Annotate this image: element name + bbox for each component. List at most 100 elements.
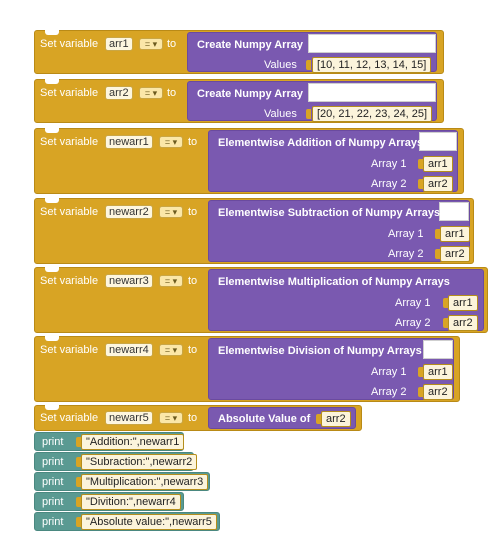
variable-name-field[interactable]: newarr4 (105, 343, 153, 357)
empty-slot (308, 34, 436, 53)
input-connector (76, 497, 81, 507)
print-keyword: print (42, 496, 64, 508)
elementwise-addition-block[interactable]: Elementwise Addition of Numpy Arrays Arr… (208, 130, 458, 192)
print-block[interactable]: print "Subraction:",newarr2 (34, 452, 198, 471)
value-input[interactable]: arr2 (321, 411, 351, 427)
variable-name-field[interactable]: newarr2 (105, 205, 153, 219)
operator-dropdown[interactable]: = ▾ (159, 412, 183, 424)
print-keyword: print (42, 476, 64, 488)
array2-input[interactable]: arr2 (423, 384, 453, 400)
empty-slot (439, 202, 469, 221)
input-label: Array 1 (388, 228, 424, 240)
operator-dropdown[interactable]: = ▾ (159, 275, 183, 287)
print-argument[interactable]: "Multiplication:",newarr3 (81, 474, 209, 490)
set-variable-block[interactable]: Set variable newarr3 = ▾ to Elementwise … (34, 267, 488, 333)
variable-name-field[interactable]: arr2 (105, 86, 133, 100)
set-variable-block[interactable]: Set variable newarr4 = ▾ to Elementwise … (34, 336, 460, 402)
function-label: Elementwise Multiplication of Numpy Arra… (218, 276, 450, 288)
print-keyword: print (42, 516, 64, 528)
print-keyword: print (42, 456, 64, 468)
to-keyword: to (167, 38, 177, 50)
set-variable-keyword: Set variable (40, 136, 99, 148)
function-label: Create Numpy Array (197, 39, 303, 51)
print-block[interactable]: print "Multiplication:",newarr3 (34, 472, 210, 491)
function-label: Elementwise Addition of Numpy Arrays (218, 137, 424, 149)
input-connector (306, 109, 311, 119)
array2-input[interactable]: arr2 (423, 176, 453, 192)
print-block[interactable]: print "Absolute value:",newarr5 (34, 512, 220, 531)
input-label: Array 2 (371, 178, 407, 190)
set-variable-block[interactable]: Set variable arr1 = ▾ to Create Numpy Ar… (34, 30, 444, 74)
elementwise-subtraction-block[interactable]: Elementwise Subtraction of Numpy Arrays … (208, 200, 470, 262)
input-connector (418, 179, 423, 189)
to-keyword: to (188, 412, 198, 424)
set-variable-keyword: Set variable (40, 275, 99, 287)
set-variable-keyword: Set variable (40, 87, 99, 99)
absolute-value-block[interactable]: Absolute Value of arr2 (208, 407, 356, 429)
input-label: Values (264, 59, 297, 71)
variable-name-field[interactable]: arr1 (105, 37, 133, 51)
operator-dropdown[interactable]: = ▾ (139, 38, 163, 50)
input-connector (418, 387, 423, 397)
operator-dropdown[interactable]: = ▾ (159, 344, 183, 356)
values-input[interactable]: [10, 11, 12, 13, 14, 15] (312, 57, 432, 73)
input-label: Array 1 (371, 366, 407, 378)
operator-dropdown[interactable]: = ▾ (159, 136, 183, 148)
input-label: Array 2 (371, 386, 407, 398)
print-argument[interactable]: "Subraction:",newarr2 (81, 454, 198, 470)
elementwise-division-block[interactable]: Elementwise Division of Numpy Arrays Arr… (208, 338, 454, 400)
to-keyword: to (188, 275, 198, 287)
elementwise-multiplication-block[interactable]: Elementwise Multiplication of Numpy Arra… (208, 269, 484, 331)
variable-name-field[interactable]: newarr1 (105, 135, 153, 149)
input-connector (76, 517, 81, 527)
input-connector (306, 60, 311, 70)
input-connector (418, 367, 423, 377)
print-argument[interactable]: "Absolute value:",newarr5 (81, 514, 217, 530)
array1-input[interactable]: arr1 (423, 364, 453, 380)
input-connector (76, 477, 81, 487)
array1-input[interactable]: arr1 (448, 295, 478, 311)
print-block[interactable]: print "Divition:",newarr4 (34, 492, 184, 511)
set-variable-block[interactable]: Set variable newarr2 = ▾ to Elementwise … (34, 198, 474, 264)
print-argument[interactable]: "Addition:",newarr1 (81, 434, 185, 450)
array1-input[interactable]: arr1 (440, 226, 470, 242)
create-numpy-array-block[interactable]: Create Numpy Array Values [20, 21, 22, 2… (187, 81, 437, 122)
array2-input[interactable]: arr2 (448, 315, 478, 331)
function-label: Elementwise Division of Numpy Arrays (218, 345, 422, 357)
function-label: Absolute Value of (218, 413, 311, 425)
set-variable-block[interactable]: Set variable arr2 = ▾ to Create Numpy Ar… (34, 79, 444, 123)
print-keyword: print (42, 436, 64, 448)
operator-dropdown[interactable]: = ▾ (159, 206, 183, 218)
input-connector (76, 437, 81, 447)
input-connector (443, 298, 448, 308)
print-block[interactable]: print "Addition:",newarr1 (34, 432, 185, 451)
input-connector (435, 249, 440, 259)
to-keyword: to (167, 87, 177, 99)
create-numpy-array-block[interactable]: Create Numpy Array Values [10, 11, 12, 1… (187, 32, 437, 73)
input-label: Values (264, 108, 297, 120)
empty-slot (308, 83, 436, 102)
set-variable-keyword: Set variable (40, 206, 99, 218)
empty-slot (419, 132, 457, 151)
empty-slot (423, 340, 453, 359)
to-keyword: to (188, 136, 198, 148)
variable-name-field[interactable]: newarr5 (105, 411, 153, 425)
values-input[interactable]: [20, 21, 22, 23, 24, 25] (312, 106, 433, 122)
set-variable-block[interactable]: Set variable newarr1 = ▾ to Elementwise … (34, 128, 464, 194)
operator-dropdown[interactable]: = ▾ (139, 87, 163, 99)
set-variable-keyword: Set variable (40, 38, 99, 50)
input-connector (435, 229, 440, 239)
input-label: Array 2 (395, 317, 431, 329)
array2-input[interactable]: arr2 (440, 246, 470, 262)
variable-name-field[interactable]: newarr3 (105, 274, 153, 288)
print-argument[interactable]: "Divition:",newarr4 (81, 494, 181, 510)
input-connector (316, 414, 321, 424)
function-label: Elementwise Subtraction of Numpy Arrays (218, 207, 441, 219)
set-variable-keyword: Set variable (40, 412, 99, 424)
function-label: Create Numpy Array (197, 88, 303, 100)
array1-input[interactable]: arr1 (423, 156, 453, 172)
input-connector (443, 318, 448, 328)
set-variable-block[interactable]: Set variable newarr5 = ▾ to Absolute Val… (34, 405, 362, 431)
set-variable-keyword: Set variable (40, 344, 99, 356)
input-label: Array 1 (395, 297, 431, 309)
